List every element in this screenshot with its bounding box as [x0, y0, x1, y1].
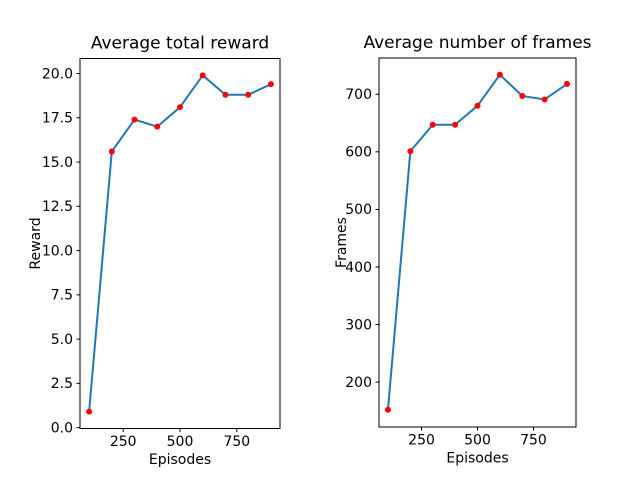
data-point: [245, 91, 252, 98]
data-point: [541, 96, 548, 103]
x-tick-label: 250: [110, 434, 137, 450]
y-axis-label: Frames: [334, 217, 350, 268]
chart-title: Average total reward: [91, 34, 269, 54]
data-point: [474, 102, 481, 109]
x-tick-label: 750: [520, 433, 547, 449]
x-tick-label: 750: [223, 434, 250, 450]
data-point: [384, 406, 391, 413]
data-point: [177, 104, 183, 111]
x-tick-label: 500: [464, 433, 491, 449]
y-tick-label: 0.0: [51, 420, 73, 436]
x-axis-label: Episodes: [149, 452, 211, 468]
data-point: [267, 81, 274, 88]
y-tick-label: 15.0: [42, 155, 73, 171]
y-tick-label: 200: [345, 375, 372, 391]
data-point: [429, 121, 436, 128]
y-tick-label: 12.5: [42, 199, 73, 215]
y-tick-label: 7.5: [51, 288, 73, 304]
data-point: [407, 148, 414, 155]
y-tick-label: 2.5: [51, 376, 73, 392]
y-tick-label: 500: [345, 202, 372, 218]
data-point: [154, 123, 161, 130]
reward-subplot: 250 500 750 0.0 2.5 5.0 7.5 10.0 12.5 15.0 17.5 20.…: [28, 34, 281, 468]
y-tick-label: 10.0: [42, 243, 73, 259]
y-tick-label: 300: [345, 317, 372, 333]
chart-title: Average number of frames: [363, 33, 591, 53]
y-tick-label: 17.5: [42, 111, 73, 127]
data-point: [452, 121, 459, 128]
x-axis-label: Episodes: [446, 451, 508, 467]
y-tick-label: 700: [345, 87, 372, 103]
x-tick-label: 250: [408, 433, 435, 449]
line-series: [386, 73, 569, 411]
plot-frame: [79, 58, 281, 429]
y-tick-label: 600: [345, 145, 372, 161]
data-point: [199, 72, 206, 79]
frames-subplot: 250 500 750 200 300 400 500 600 700 Average numbe…: [334, 33, 592, 467]
y-axis-label: Reward: [28, 217, 44, 269]
y-tick-label: 400: [345, 260, 372, 276]
data-point: [86, 408, 93, 415]
data-point: [564, 80, 571, 87]
data-point: [519, 92, 526, 99]
data-point: [222, 91, 229, 98]
y-tick-label: 20.0: [42, 66, 73, 82]
line-series: [88, 74, 272, 413]
y-tick-label: 5.0: [51, 332, 73, 348]
data-point: [108, 148, 115, 155]
data-point: [131, 116, 138, 123]
x-tick-label: 500: [167, 434, 194, 450]
plot-frame: [378, 57, 577, 428]
data-point: [496, 71, 503, 78]
